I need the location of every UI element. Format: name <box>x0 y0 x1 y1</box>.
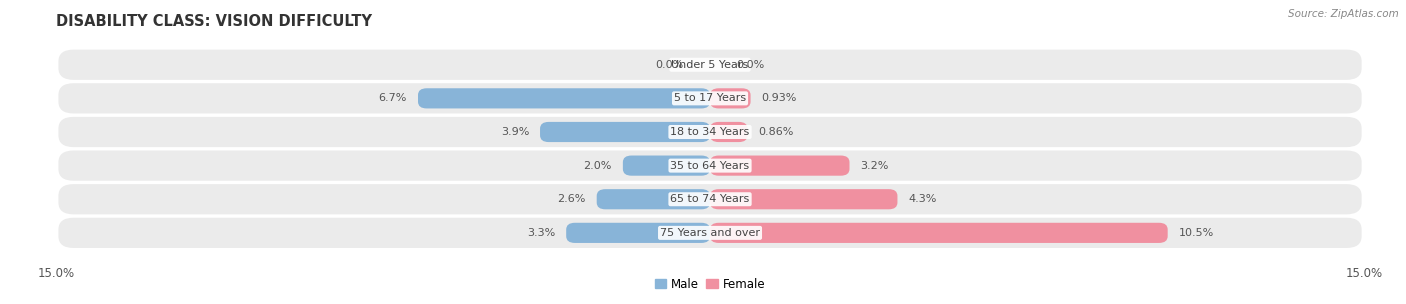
FancyBboxPatch shape <box>623 156 710 176</box>
FancyBboxPatch shape <box>710 88 751 109</box>
Text: Source: ZipAtlas.com: Source: ZipAtlas.com <box>1288 9 1399 19</box>
FancyBboxPatch shape <box>59 184 1361 214</box>
Legend: Male, Female: Male, Female <box>650 273 770 295</box>
Text: 6.7%: 6.7% <box>378 93 408 103</box>
FancyBboxPatch shape <box>567 223 710 243</box>
FancyBboxPatch shape <box>710 223 1167 243</box>
FancyBboxPatch shape <box>596 189 710 209</box>
FancyBboxPatch shape <box>710 189 897 209</box>
Text: 0.86%: 0.86% <box>758 127 794 137</box>
Text: 2.6%: 2.6% <box>557 194 586 204</box>
Text: 2.0%: 2.0% <box>583 161 612 171</box>
Text: 4.3%: 4.3% <box>908 194 936 204</box>
Text: 35 to 64 Years: 35 to 64 Years <box>671 161 749 171</box>
Text: 3.3%: 3.3% <box>527 228 555 238</box>
Text: Under 5 Years: Under 5 Years <box>672 60 748 70</box>
FancyBboxPatch shape <box>710 122 748 142</box>
Text: 75 Years and over: 75 Years and over <box>659 228 761 238</box>
Text: DISABILITY CLASS: VISION DIFFICULTY: DISABILITY CLASS: VISION DIFFICULTY <box>56 14 373 29</box>
FancyBboxPatch shape <box>59 50 1361 80</box>
Text: 3.9%: 3.9% <box>501 127 529 137</box>
FancyBboxPatch shape <box>540 122 710 142</box>
Text: 0.93%: 0.93% <box>762 93 797 103</box>
Text: 5 to 17 Years: 5 to 17 Years <box>673 93 747 103</box>
FancyBboxPatch shape <box>59 218 1361 248</box>
Text: 3.2%: 3.2% <box>860 161 889 171</box>
Text: 18 to 34 Years: 18 to 34 Years <box>671 127 749 137</box>
FancyBboxPatch shape <box>59 117 1361 147</box>
Text: 0.0%: 0.0% <box>737 60 765 70</box>
Text: 10.5%: 10.5% <box>1178 228 1213 238</box>
FancyBboxPatch shape <box>710 156 849 176</box>
FancyBboxPatch shape <box>59 83 1361 113</box>
Text: 65 to 74 Years: 65 to 74 Years <box>671 194 749 204</box>
Text: 0.0%: 0.0% <box>655 60 683 70</box>
FancyBboxPatch shape <box>59 150 1361 181</box>
FancyBboxPatch shape <box>418 88 710 109</box>
